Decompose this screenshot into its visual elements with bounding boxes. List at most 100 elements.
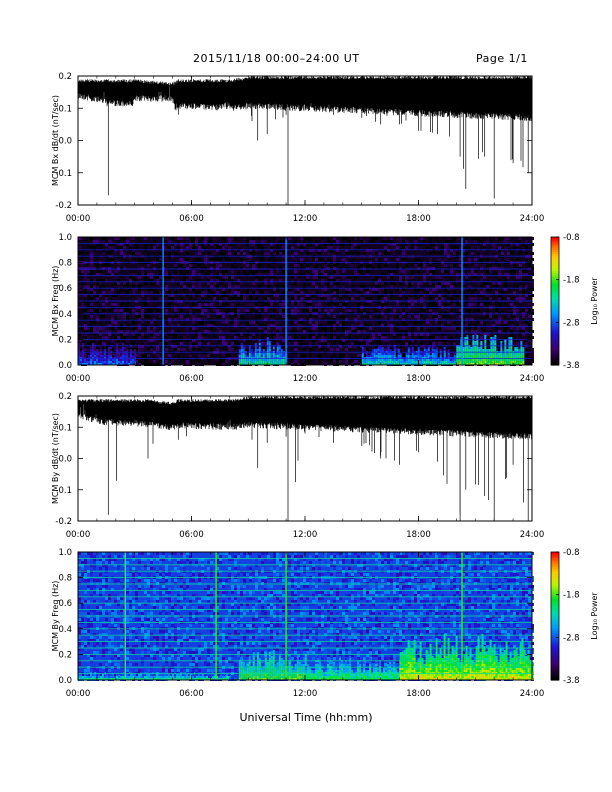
spectrogram-cell (390, 324, 393, 327)
spectrogram-cell (90, 279, 93, 282)
spectrogram-cell (258, 240, 261, 243)
spectrogram-cell (525, 309, 528, 312)
colorbar-cell (551, 343, 559, 347)
spectrogram-cell (459, 246, 462, 249)
spectrogram-cell (234, 291, 237, 294)
spectrogram-activity-cell (441, 361, 444, 363)
spectrogram-activity-cell (86, 357, 88, 359)
spectrogram-activity-cell (411, 361, 414, 363)
spectrogram-activity-cell (383, 357, 386, 359)
spectrogram-cell (150, 267, 153, 270)
spectrogram-cell (381, 282, 384, 285)
spectrogram-cell (291, 321, 294, 324)
spectrogram-cell (81, 339, 84, 342)
spectrogram-cell (522, 333, 525, 336)
spectrogram-cell (477, 333, 480, 336)
spectrogram-cell (330, 264, 333, 267)
x-tick-label: 06:00 (179, 374, 204, 384)
spectrogram-cell (378, 252, 381, 255)
spectrogram-cell (327, 339, 330, 342)
spectrogram-cell (420, 309, 423, 312)
spectrogram-activity-cell (244, 361, 247, 363)
spectrogram-activity-cell (98, 361, 100, 363)
colorbar-cell (551, 313, 559, 317)
spectrogram-cell (189, 345, 192, 348)
spectrogram-cell (291, 297, 294, 300)
spectrogram-cell (156, 291, 159, 294)
spectrogram-cell (405, 279, 408, 282)
spectrogram-cell (387, 318, 390, 321)
spectrogram-cell (525, 294, 528, 297)
spectrogram-activity-cell (421, 355, 424, 357)
spectrogram-activity-cell (122, 353, 124, 355)
spectrogram-activity-cell (387, 361, 390, 363)
spectrogram-cell (231, 270, 234, 273)
spectrogram-cell (360, 327, 363, 330)
spectrogram-cell (393, 333, 396, 336)
spectrogram-activity-cell (464, 343, 467, 345)
spectrogram-cell (90, 309, 93, 312)
spectrogram-cell (483, 237, 486, 240)
spectrogram-activity-cell (108, 359, 110, 361)
spectrogram-cell (105, 237, 108, 240)
spectrogram-cell (441, 270, 444, 273)
spectrogram-cell (390, 345, 393, 348)
spectrogram-cell (501, 309, 504, 312)
spectrogram-activity-cell (383, 353, 386, 355)
spectrogram-cell (207, 342, 210, 345)
spectrogram-cell (333, 237, 336, 240)
spectrogram-cell (114, 300, 117, 303)
spectrogram-cell (78, 291, 81, 294)
spectrogram-activity-cell (122, 361, 124, 363)
spectrogram-cell (321, 279, 324, 282)
spectrogram-activity-cell (466, 357, 469, 359)
spectrogram-cell (117, 279, 120, 282)
colorbar-cell (551, 360, 559, 364)
spectrogram-cell (246, 324, 249, 327)
spectrogram-cell (525, 345, 528, 348)
spectrogram-cell (207, 333, 210, 336)
spectrogram-cell (165, 318, 168, 321)
x-tick-label: 00:00 (66, 374, 91, 384)
spectrogram-activity-cell (110, 353, 112, 355)
spectrogram-cell (360, 297, 363, 300)
spectrogram-cell (366, 342, 369, 345)
spectrogram-cell (234, 324, 237, 327)
spectrogram-cell (270, 294, 273, 297)
spectrogram-cell (333, 258, 336, 261)
spectrogram-cell (390, 336, 393, 339)
spectrogram-cell (273, 243, 276, 246)
spectrogram-cell (390, 240, 393, 243)
spectrogram-cell (429, 336, 432, 339)
spectrogram-activity-cell (260, 359, 263, 361)
spectrogram-cell (498, 270, 501, 273)
colorbar-cell (551, 309, 559, 313)
spectrogram-cell (513, 300, 516, 303)
spectrogram-cell (435, 270, 438, 273)
spectrogram-cell (276, 300, 279, 303)
spectrogram-cell (96, 327, 99, 330)
spectrogram-activity-cell (522, 361, 525, 363)
spectrogram-cell (417, 288, 420, 291)
spectrogram-cell (378, 342, 381, 345)
spectrogram-cell (435, 282, 438, 285)
spectrogram-cell (291, 282, 294, 285)
spectrogram-cell (348, 249, 351, 252)
spectrogram-activity-cell (476, 347, 479, 349)
spectrogram-cell (447, 327, 450, 330)
spectrogram-cell (483, 300, 486, 303)
spectrogram-cell (453, 342, 456, 345)
spectrogram-cell (222, 345, 225, 348)
spectrogram-cell (147, 321, 150, 324)
spectrogram-activity-cell (508, 357, 511, 359)
spectrogram-cell (228, 246, 231, 249)
spectrogram-cell (129, 276, 132, 279)
spectrogram-activity-cell (383, 361, 386, 363)
spectrogram-activity-cell (102, 357, 104, 359)
spectrogram-activity-cell (407, 361, 410, 363)
spectrogram-cell (234, 297, 237, 300)
spectrogram-cell (507, 300, 510, 303)
spectrogram-cell (399, 267, 402, 270)
spectrogram-cell (141, 324, 144, 327)
spectrogram-cell (342, 273, 345, 276)
